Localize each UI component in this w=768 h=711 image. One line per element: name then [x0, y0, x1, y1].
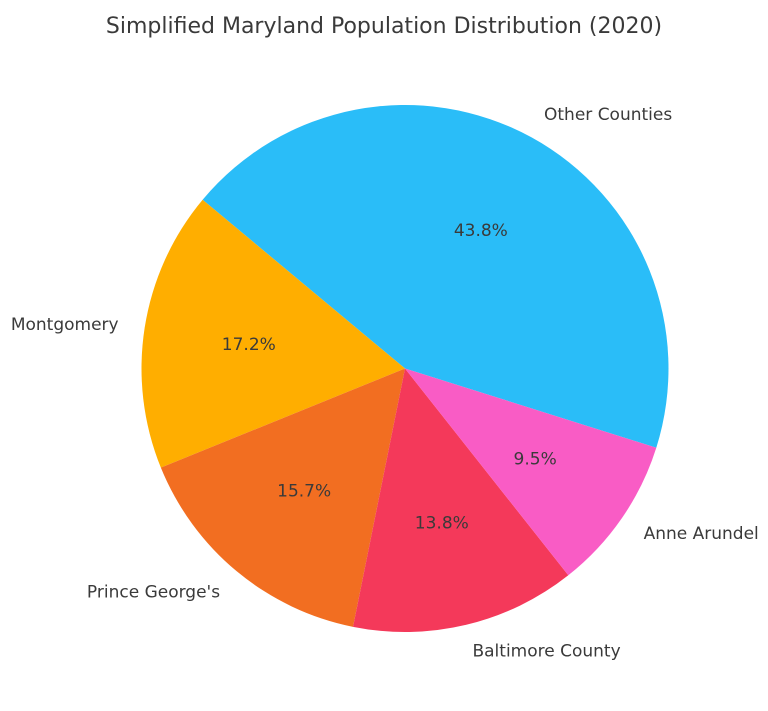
pie-slice-anne-arundel [405, 368, 657, 576]
slice-pct-anne-arundel: 9.5% [514, 449, 557, 469]
pie-labels: Other Counties 43.8% Montgomery 17.2% Prince… [11, 105, 759, 661]
pie-slices [141, 105, 669, 632]
chart-title: Simplified Maryland Population Distribut… [106, 14, 662, 39]
pie-slice-montgomery [141, 199, 405, 468]
slice-label-other-counties: Other Counties [544, 105, 672, 125]
slice-label-anne-arundel: Anne Arundel [644, 524, 759, 544]
slice-label-prince-george-s: Prince George's [87, 583, 220, 603]
pie-slice-other-counties [202, 105, 669, 448]
slice-pct-montgomery: 17.2% [222, 335, 276, 355]
slice-pct-other-counties: 43.8% [454, 221, 508, 241]
pie-slice-prince-george-s [160, 368, 405, 627]
slice-pct-baltimore-county: 13.8% [415, 513, 469, 533]
pie-slice-baltimore-county [353, 368, 569, 632]
slice-label-montgomery: Montgomery [11, 315, 119, 335]
slice-label-baltimore-county: Baltimore County [472, 641, 620, 661]
slice-pct-prince-george-s: 15.7% [277, 481, 331, 501]
